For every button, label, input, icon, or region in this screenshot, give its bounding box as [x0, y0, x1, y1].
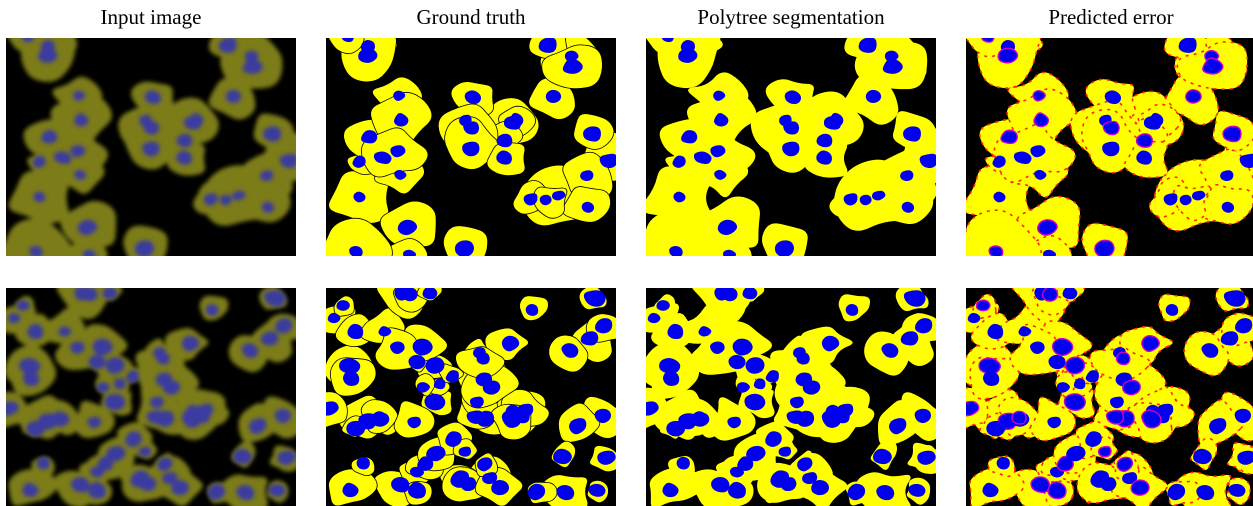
- panel-image: [326, 38, 616, 256]
- panel-image: [646, 38, 936, 256]
- panel-image: [966, 288, 1253, 506]
- panel-image: [966, 38, 1253, 256]
- column-title-ground-truth: Ground truth: [416, 5, 526, 29]
- panel-image: [326, 288, 616, 506]
- column-title-predicted-error: Predicted error: [1048, 5, 1174, 29]
- row2-ground-truth: [326, 288, 616, 506]
- column-title-input-image: Input image: [100, 5, 202, 29]
- row1-ground-truth: [326, 38, 616, 256]
- panel-image: [6, 38, 296, 256]
- row2-polytree-segmentation: [646, 288, 936, 506]
- row2-input-image: [6, 288, 296, 506]
- panel-image: [646, 288, 936, 506]
- column-title-polytree-segmentation: Polytree segmentation: [697, 5, 885, 29]
- row1-polytree-segmentation: [646, 38, 936, 256]
- panel-image: [6, 288, 296, 506]
- row1-predicted-error: [966, 38, 1253, 256]
- row1-input-image: [6, 38, 296, 256]
- row2-predicted-error: [966, 288, 1253, 506]
